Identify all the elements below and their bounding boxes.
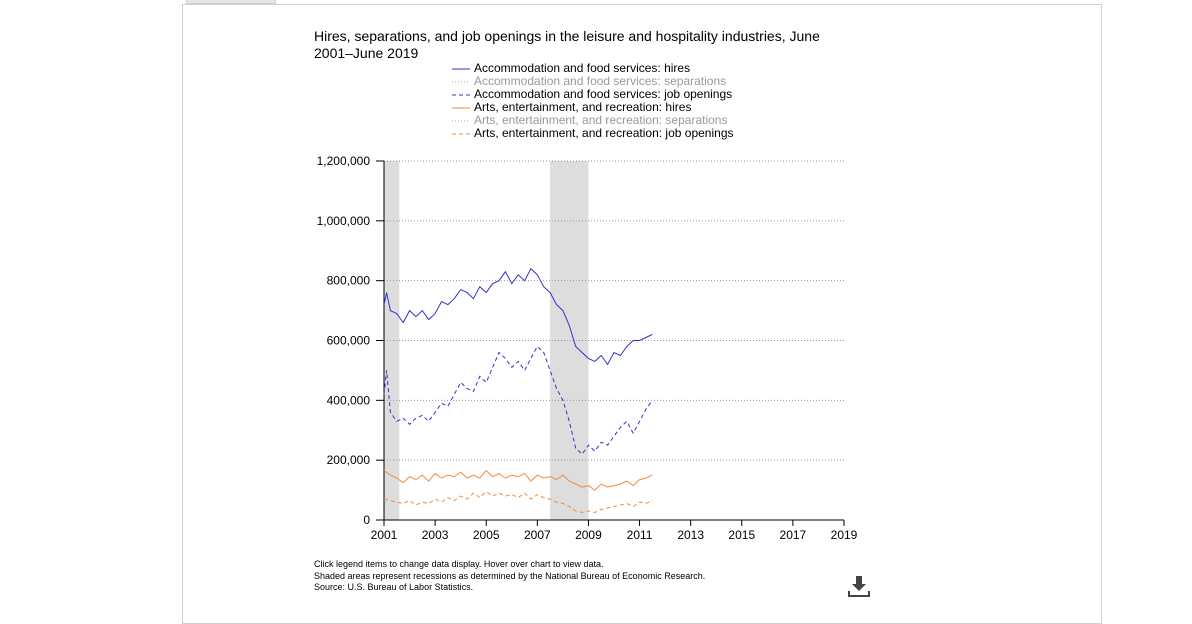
- x-tick-label: 2009: [575, 528, 602, 542]
- chart-legend: Accommodation and food services: hires Ac…: [452, 62, 734, 140]
- y-tick-label: 400,000: [327, 393, 371, 407]
- x-tick-label: 2005: [473, 528, 500, 542]
- legend-item[interactable]: Arts, entertainment, and recreation: job…: [452, 127, 734, 140]
- legend-swatch: [452, 68, 470, 69]
- legend-label: Arts, entertainment, and recreation: hir…: [474, 100, 692, 114]
- series-line: [383, 267, 653, 366]
- tab-stub[interactable]: [186, 0, 276, 4]
- series-line: [383, 490, 653, 514]
- line-chart[interactable]: 0 200,000 400,000 600,000 800,000 1,000,000 1,…: [300, 150, 860, 550]
- x-tick-label: 2007: [524, 528, 551, 542]
- x-tick-label: 2019: [831, 528, 858, 542]
- series-line: [383, 469, 653, 491]
- y-tick-label: 1,000,000: [317, 214, 371, 228]
- legend-item[interactable]: Arts, entertainment, and recreation: hir…: [452, 101, 734, 114]
- legend-item[interactable]: Arts, entertainment, and recreation: sep…: [452, 114, 734, 127]
- chart-notes: Click legend items to change data displa…: [314, 559, 705, 594]
- legend-swatch: [452, 81, 470, 82]
- legend-item[interactable]: Accommodation and food services: hires: [452, 62, 734, 75]
- note-interaction: Click legend items to change data displa…: [314, 559, 604, 569]
- legend-swatch: [452, 133, 470, 134]
- y-tick-label: 600,000: [327, 334, 371, 348]
- note-source: Source: U.S. Bureau of Labor Statistics.: [314, 582, 474, 592]
- recession-band: [384, 161, 400, 520]
- note-recessions: Shaded areas represent recessions as det…: [314, 570, 706, 581]
- legend-label: Accommodation and food services: hires: [474, 61, 691, 75]
- download-icon[interactable]: [846, 574, 872, 598]
- y-tick-label: 0: [363, 513, 370, 527]
- chart-title: Hires, separations, and job openings in …: [314, 28, 820, 61]
- legend-item[interactable]: Accommodation and food services: job ope…: [452, 88, 734, 101]
- x-tick-label: 2003: [422, 528, 449, 542]
- x-tick-label: 2001: [371, 528, 398, 542]
- y-tick-label: 800,000: [327, 274, 371, 288]
- y-tick-label: 1,200,000: [317, 154, 371, 168]
- legend-label: Accommodation and food services: job ope…: [474, 87, 733, 101]
- legend-swatch: [452, 94, 470, 95]
- legend-swatch: [452, 107, 470, 108]
- x-tick-label: 2011: [627, 528, 653, 542]
- x-tick-label: 2015: [728, 528, 755, 542]
- legend-label: Arts, entertainment, and recreation: sep…: [474, 113, 728, 127]
- x-tick-label: 2013: [677, 528, 704, 542]
- x-tick-label: 2017: [780, 528, 807, 542]
- legend-swatch: [452, 120, 470, 121]
- legend-label: Arts, entertainment, and recreation: job…: [474, 126, 734, 140]
- y-tick-label: 200,000: [327, 453, 371, 467]
- legend-item[interactable]: Accommodation and food services: separat…: [452, 75, 734, 88]
- series-line: [383, 345, 653, 455]
- legend-label: Accommodation and food services: separat…: [474, 74, 727, 88]
